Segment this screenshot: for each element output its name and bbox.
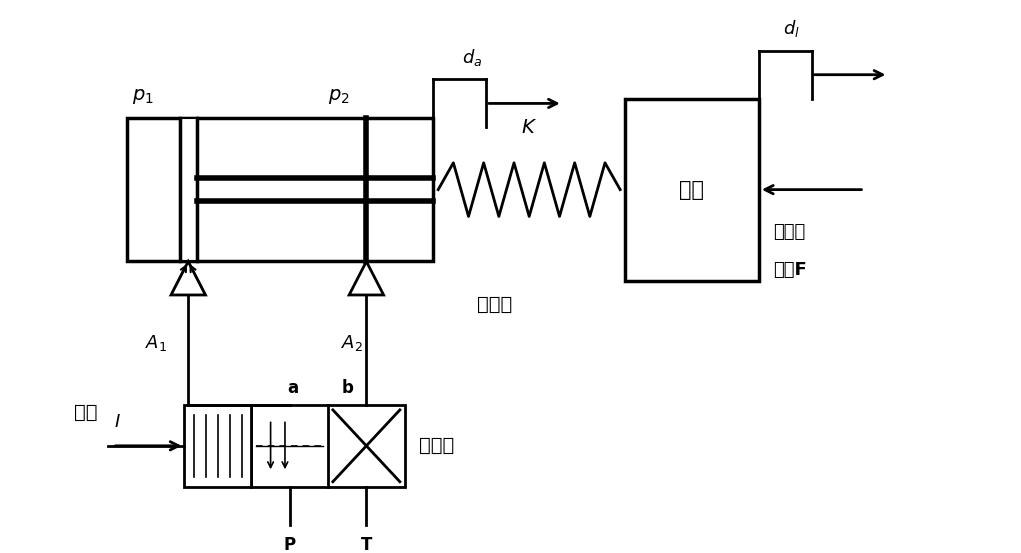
Text: $d_a$: $d_a$ — [463, 47, 483, 68]
Text: $A_1$: $A_1$ — [145, 333, 166, 353]
Bar — [127, 118, 433, 262]
Text: $K$: $K$ — [521, 118, 537, 137]
Text: $p_1$: $p_1$ — [132, 87, 153, 106]
Text: $I$: $I$ — [114, 414, 120, 431]
Polygon shape — [349, 262, 384, 295]
Text: 外部负: 外部负 — [773, 223, 806, 241]
Polygon shape — [171, 262, 205, 295]
Bar — [180, 118, 197, 262]
Text: 载力F: 载力F — [773, 262, 808, 279]
Text: $p_2$: $p_2$ — [328, 87, 350, 106]
Text: a: a — [287, 379, 298, 398]
Text: $A_2$: $A_2$ — [341, 333, 363, 353]
Text: P: P — [284, 536, 296, 553]
Text: 电流: 电流 — [75, 403, 98, 422]
Text: 伺服阀: 伺服阀 — [419, 436, 454, 455]
Bar — [251, 405, 404, 487]
Text: 负载: 负载 — [680, 180, 704, 200]
Bar — [185, 405, 251, 487]
Text: b: b — [341, 379, 353, 398]
Text: T: T — [360, 536, 372, 553]
Bar — [625, 98, 759, 280]
Text: 液压缸: 液压缸 — [477, 295, 512, 314]
Text: $d_l$: $d_l$ — [783, 18, 799, 39]
